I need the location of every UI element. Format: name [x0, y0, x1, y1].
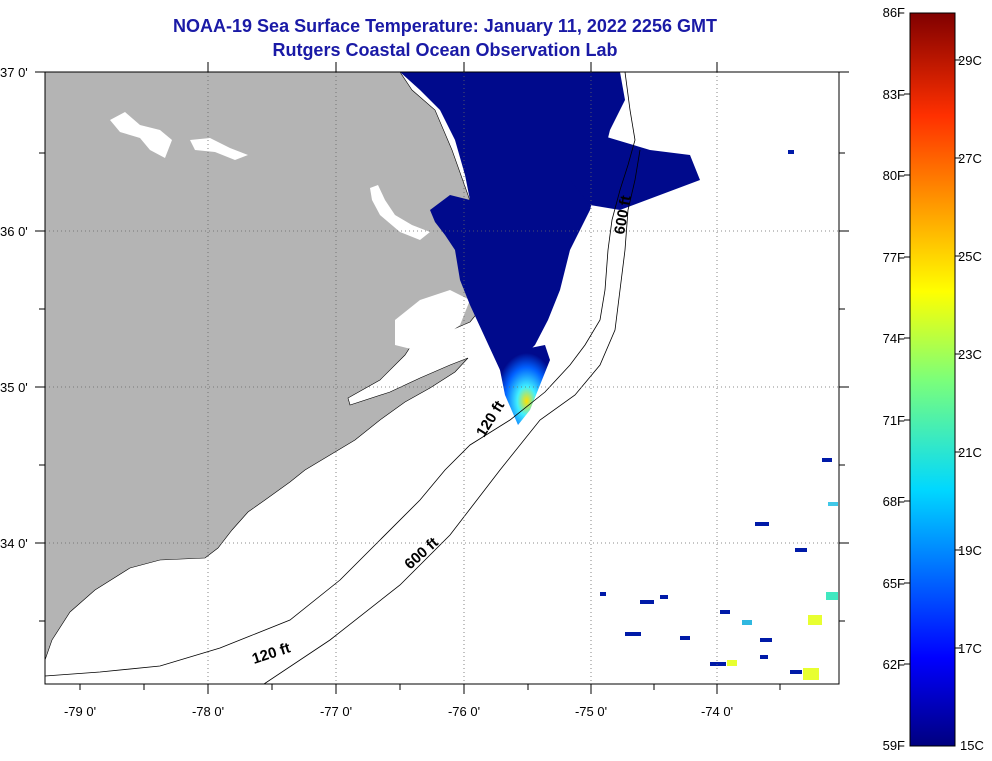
colorbar-ticks: [904, 59, 961, 665]
colorbar-f-label: 86F: [883, 5, 905, 20]
currituck-sound: [370, 185, 430, 240]
lat-label: 37 0': [0, 65, 28, 80]
pamlico-sound: [395, 290, 470, 350]
lon-label: -79 0': [64, 704, 96, 719]
colorbar-f-labels: 86F 83F 80F 77F 74F 71F 68F 65F 62F 59F: [883, 5, 905, 753]
colorbar-c-label: 23C: [958, 347, 982, 362]
bathymetry-contours: [45, 72, 641, 684]
colorbar-c-label: 25C: [958, 249, 982, 264]
offshore-warm-patches: [727, 502, 838, 680]
colorbar-f-label: 59F: [883, 738, 905, 753]
colorbar-f-label: 71F: [883, 413, 905, 428]
lon-label: -74 0': [701, 704, 733, 719]
colorbar-f-label: 83F: [883, 87, 905, 102]
lon-label: -78 0': [192, 704, 224, 719]
axis-ticks: [35, 62, 849, 694]
cold-water-patch: [595, 170, 620, 178]
colorbar-f-label: 62F: [883, 657, 905, 672]
lon-label: -76 0': [448, 704, 480, 719]
map-frame: [44, 71, 840, 685]
colorbar-c-label: 29C: [958, 53, 982, 68]
colorbar-f-label: 77F: [883, 250, 905, 265]
colorbar-c-label: 17C: [958, 641, 982, 656]
inland-water: [190, 138, 248, 160]
latitude-labels: 37 0' 36 0' 35 0' 34 0': [0, 65, 28, 551]
colorbar-c-label: 21C: [958, 445, 982, 460]
lon-label: -77 0': [320, 704, 352, 719]
lat-label: 35 0': [0, 380, 28, 395]
colorbar-f-label: 65F: [883, 576, 905, 591]
graticule: [45, 72, 839, 684]
colorbar-c-labels: 29C 27C 25C 23C 21C 19C 17C 15C: [958, 53, 984, 753]
lon-label: -75 0': [575, 704, 607, 719]
lat-label: 36 0': [0, 224, 28, 239]
colorbar-f-label: 80F: [883, 168, 905, 183]
cold-water-patch: [560, 135, 700, 210]
colorbar-f-label: 74F: [883, 331, 905, 346]
lat-label: 34 0': [0, 536, 28, 551]
map-subtitle: Rutgers Coastal Ocean Observation Lab: [272, 40, 618, 60]
map-title: NOAA-19 Sea Surface Temperature: January…: [173, 16, 717, 36]
offshore-patches: [600, 150, 832, 674]
contour-label-600ft: 600 ft: [611, 194, 635, 236]
colorbar-c-label: 27C: [958, 151, 982, 166]
longitude-labels: -79 0' -78 0' -77 0' -76 0' -75 0' -74 0…: [64, 704, 733, 719]
warm-water-spot: [498, 345, 550, 425]
colorbar: [909, 12, 956, 747]
colorbar-c-label: 19C: [958, 543, 982, 558]
albemarle-sound: [110, 112, 172, 158]
colorbar-c-label: 15C: [960, 738, 984, 753]
colorbar-f-label: 68F: [883, 494, 905, 509]
